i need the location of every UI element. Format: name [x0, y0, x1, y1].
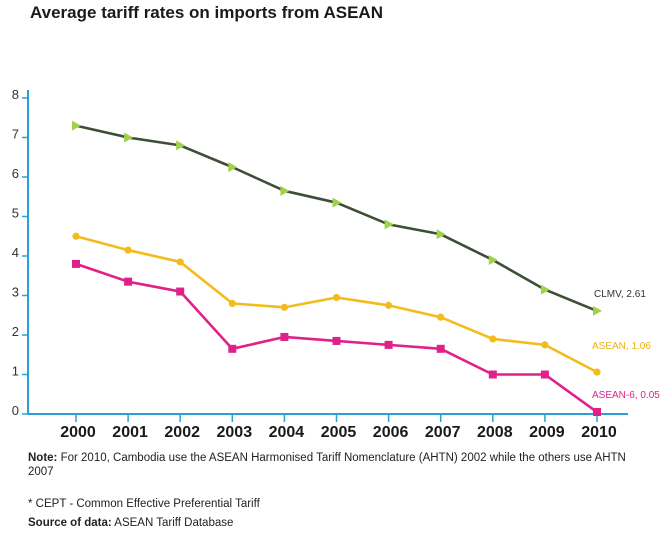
x-tick-label: 2004 [269, 424, 305, 441]
data-point-asean [593, 368, 601, 376]
y-tick-label: 0 [12, 403, 19, 418]
end-label-clmv: CLMV, 2.61 [594, 289, 646, 300]
y-tick-label: 6 [12, 166, 19, 181]
data-point-asean-6 [72, 259, 80, 268]
cept-footnote: * CEPT - Common Effective Preferential T… [28, 498, 260, 510]
series-layer [72, 120, 602, 417]
data-point-clmv [124, 132, 134, 143]
data-point-asean [124, 246, 132, 254]
data-point-clmv [280, 185, 290, 196]
source-text: ASEAN Tariff Database [114, 517, 234, 529]
x-tick-label: 2005 [321, 424, 357, 441]
note-text: For 2010, Cambodia use the ASEAN Harmoni… [28, 452, 626, 478]
data-point-asean [72, 232, 80, 240]
axes [27, 90, 628, 415]
data-point-asean [332, 293, 341, 302]
data-point-asean-6 [436, 344, 445, 353]
data-point-asean-6 [540, 370, 549, 379]
series-end-labels: CLMV, 2.61 ASEAN, 1.06 ASEAN-6, 0.05 [592, 289, 660, 401]
data-point-asean-6 [124, 277, 133, 286]
series-clmv [72, 120, 602, 316]
y-tick-label: 7 [12, 127, 19, 142]
note-label: Note: [28, 452, 58, 464]
data-point-asean [280, 303, 288, 311]
x-tick-label: 2002 [164, 424, 200, 441]
data-point-asean-6 [332, 336, 341, 345]
x-tick-label: 2006 [373, 424, 409, 441]
source-note: Source of data: ASEAN Tariff Database [28, 516, 233, 530]
note: Note: For 2010, Cambodia use the ASEAN H… [28, 451, 648, 479]
end-label-asean-6: ASEAN-6, 0.05 [592, 390, 660, 401]
data-point-asean-6 [384, 340, 393, 349]
data-point-asean [541, 341, 549, 349]
source-label: Source of data: [28, 517, 112, 529]
x-tick-label: 2001 [112, 424, 148, 441]
y-tick-label: 8 [12, 87, 19, 102]
y-tick-label: 2 [12, 324, 19, 339]
y-tick-label: 4 [12, 245, 19, 260]
data-point-asean [228, 299, 236, 307]
data-point-clmv [593, 305, 602, 316]
x-tick-label: 2009 [529, 424, 565, 441]
data-point-clmv [488, 254, 498, 265]
series-line-asean [75, 234, 598, 374]
series-asean-6 [72, 259, 601, 417]
data-point-asean-6 [228, 344, 237, 353]
chart-title: Average tariff rates on imports from ASE… [30, 3, 383, 22]
series-line-clmv [75, 124, 598, 313]
y-tick-label: 3 [12, 285, 19, 300]
data-point-asean-6 [280, 332, 289, 341]
y-tick-label: 5 [12, 206, 19, 221]
x-tick-label: 2000 [60, 424, 96, 441]
data-point-asean [176, 258, 184, 266]
data-point-clmv [384, 219, 394, 230]
data-point-clmv [332, 197, 342, 208]
data-point-asean-6 [593, 408, 601, 417]
data-point-asean [437, 313, 445, 321]
y-tick-label: 1 [12, 364, 19, 379]
x-tick-label: 2008 [477, 424, 513, 441]
data-point-clmv [436, 229, 446, 240]
data-point-asean [489, 335, 497, 343]
data-point-clmv [176, 140, 186, 151]
data-point-asean-6 [488, 370, 497, 379]
data-point-asean [385, 301, 393, 309]
series-asean [72, 232, 601, 376]
data-point-asean-6 [176, 287, 185, 296]
x-tick-label: 2010 [581, 424, 617, 441]
x-axis-ticks: 2000 2001 2002 2003 2004 2005 2006 2007 2008 2009… [60, 414, 617, 441]
x-tick-label: 2003 [217, 424, 253, 441]
data-point-clmv [540, 284, 550, 295]
end-label-asean: ASEAN, 1.06 [592, 341, 651, 352]
x-tick-label: 2007 [425, 424, 461, 441]
data-point-clmv [72, 120, 81, 131]
y-axis-ticks: 0 1 2 3 4 5 6 7 8 [12, 87, 28, 418]
data-point-clmv [228, 162, 238, 173]
